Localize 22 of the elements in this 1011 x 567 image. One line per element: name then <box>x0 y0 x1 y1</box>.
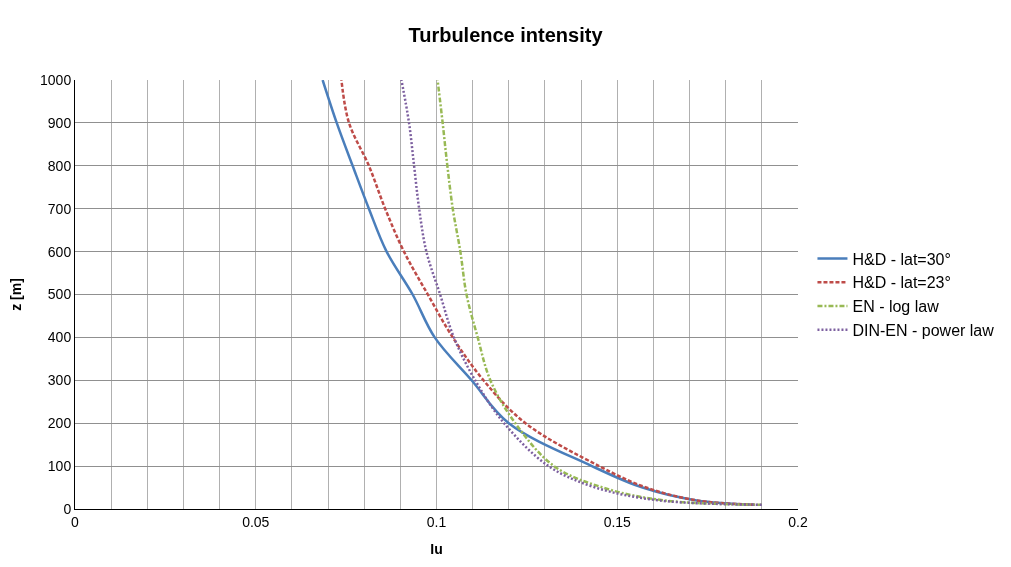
x-tick-label: 0.05 <box>242 513 270 530</box>
x-tick-label: 0.2 <box>788 513 808 530</box>
y-tick-label: 500 <box>47 286 72 303</box>
y-tick-label: 600 <box>47 243 72 260</box>
y-tick-label: 300 <box>47 372 72 389</box>
y-tick-label: 700 <box>47 200 72 217</box>
x-tick-label: 0.1 <box>426 513 447 530</box>
y-axis-title: z [m] <box>7 278 24 311</box>
y-tick-label: 100 <box>47 458 72 474</box>
legend-label: DIN-EN - power law <box>852 322 995 340</box>
y-tick-label: 400 <box>47 329 72 346</box>
chart-title: Turbulence intensity <box>408 24 604 47</box>
y-tick-label: 800 <box>47 157 72 174</box>
y-tick-label: 200 <box>47 415 72 432</box>
legend-label: EN - log law <box>852 298 940 316</box>
y-tick-label: 0 <box>63 500 72 517</box>
legend-label: H&D - lat=30° <box>852 250 951 268</box>
y-tick-label: 900 <box>47 114 72 131</box>
y-tick-label: 1000 <box>40 71 72 88</box>
x-axis-title: Iu <box>430 541 443 558</box>
x-tick-label: 0.15 <box>603 513 632 530</box>
legend-label: H&D - lat=23° <box>852 274 951 292</box>
